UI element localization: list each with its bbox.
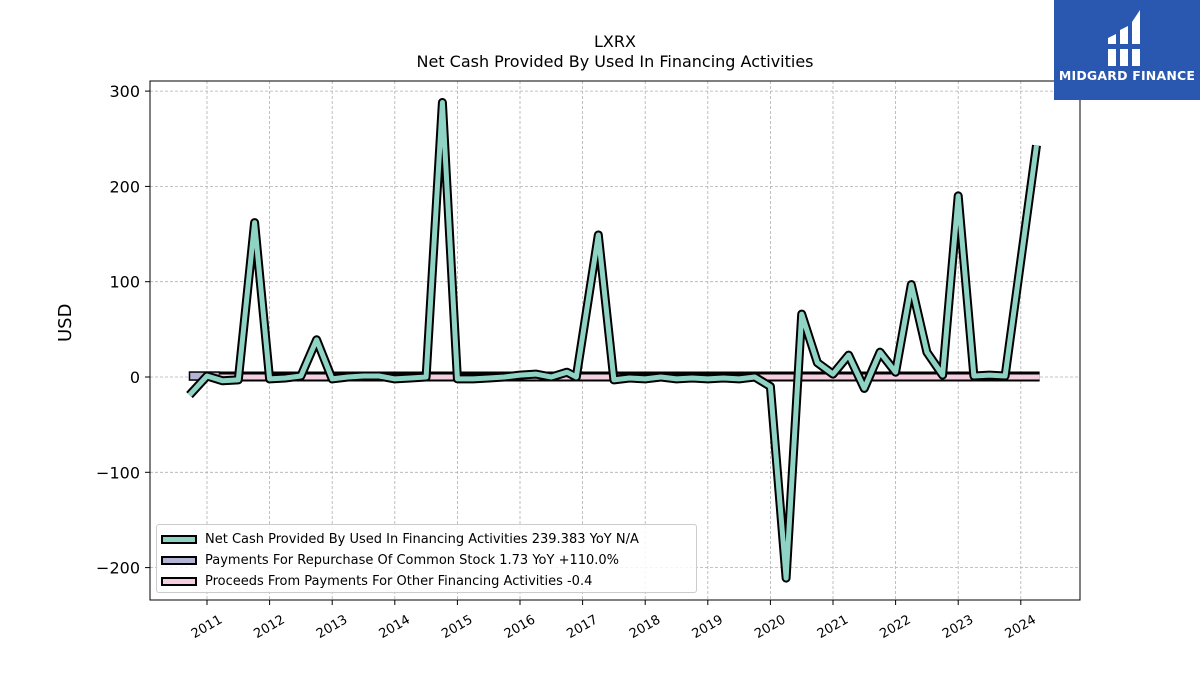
logo-mark-icon [1106, 10, 1142, 66]
x-tick-label: 2021 [815, 612, 851, 642]
y-tick-label: 300 [109, 82, 140, 101]
chart-legend: Net Cash Provided By Used In Financing A… [156, 524, 697, 593]
legend-item-other-financing: Proceeds From Payments For Other Financi… [161, 571, 696, 592]
legend-item-net-cash: Net Cash Provided By Used In Financing A… [161, 529, 696, 550]
legend-swatch-repurchase [161, 556, 197, 565]
x-tick-label: 2014 [377, 612, 413, 642]
legend-item-repurchase: Payments For Repurchase Of Common Stock … [161, 550, 696, 571]
x-tick-label: 2023 [940, 612, 976, 642]
legend-label-repurchase: Payments For Repurchase Of Common Stock … [205, 553, 620, 568]
legend-swatch-other-financing [161, 577, 197, 586]
logo-text: MIDGARD FINANCE [1058, 68, 1196, 83]
legend-label-net-cash: Net Cash Provided By Used In Financing A… [205, 532, 639, 547]
x-tick-label: 2013 [314, 612, 350, 642]
y-tick-label: 0 [130, 368, 140, 387]
y-axis-label: USD [55, 303, 76, 342]
plot-frame [149, 80, 1081, 601]
series-line [187, 100, 1039, 581]
y-tick-label: −200 [96, 559, 140, 578]
x-tick-label: 2018 [627, 612, 663, 642]
chart-title-main: Net Cash Provided By Used In Financing A… [416, 52, 814, 71]
x-tick-label: 2019 [690, 612, 726, 642]
x-tick-label: 2011 [189, 612, 225, 642]
x-tick-label: 2015 [439, 612, 475, 642]
x-tick-label: 2017 [564, 612, 600, 642]
y-tick-label: 100 [109, 273, 140, 292]
grid-lines [150, 81, 1080, 600]
midgard-finance-logo: MIDGARD FINANCE [1054, 0, 1200, 100]
x-tick-label: 2022 [877, 612, 913, 642]
series-lines [186, 98, 1041, 583]
legend-swatch-net-cash [161, 535, 197, 544]
x-tick-label: 2024 [1003, 612, 1039, 642]
y-tick-label: −100 [96, 463, 140, 482]
y-tick-label: 200 [109, 177, 140, 196]
chart-title-ticker: LXRX [594, 32, 636, 51]
x-tick-label: 2016 [502, 612, 538, 642]
x-tick-label: 2020 [752, 612, 788, 642]
x-tick-label: 2012 [251, 612, 287, 642]
legend-label-other-financing: Proceeds From Payments For Other Financi… [205, 574, 593, 589]
